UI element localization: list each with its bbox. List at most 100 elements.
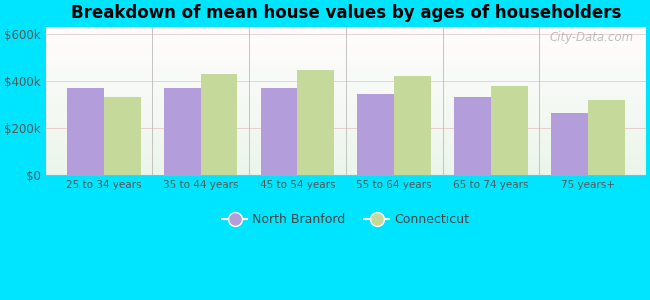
Bar xyxy=(358,94,394,175)
Bar xyxy=(46,47,646,49)
Bar xyxy=(46,171,646,172)
Bar xyxy=(46,146,646,147)
Bar xyxy=(46,102,646,104)
Bar xyxy=(46,116,646,117)
Bar xyxy=(454,97,491,175)
Bar xyxy=(297,70,334,175)
Bar xyxy=(46,159,646,160)
Bar xyxy=(46,150,646,151)
Bar xyxy=(46,56,646,58)
Bar xyxy=(46,123,646,124)
Bar xyxy=(46,80,646,82)
Bar xyxy=(46,55,646,56)
Bar xyxy=(46,74,646,76)
Bar xyxy=(46,129,646,130)
Bar xyxy=(46,34,646,35)
Bar xyxy=(46,130,646,132)
Bar xyxy=(46,82,646,83)
Bar xyxy=(46,114,646,116)
Bar xyxy=(46,126,646,128)
Bar xyxy=(46,163,646,165)
Bar xyxy=(551,113,588,175)
Bar xyxy=(46,148,646,150)
Bar xyxy=(46,61,646,62)
Bar xyxy=(46,101,646,102)
Bar xyxy=(46,166,646,168)
Bar xyxy=(46,147,646,148)
Bar xyxy=(46,165,646,166)
Bar xyxy=(46,157,646,159)
Bar xyxy=(46,64,646,65)
Bar xyxy=(46,49,646,50)
Bar xyxy=(46,108,646,110)
Bar xyxy=(46,41,646,43)
Bar xyxy=(46,104,646,105)
Text: City-Data.com: City-Data.com xyxy=(550,31,634,44)
Bar xyxy=(46,144,646,146)
Bar xyxy=(46,77,646,79)
Bar xyxy=(46,65,646,67)
Bar xyxy=(46,120,646,122)
Bar xyxy=(46,141,646,142)
Title: Breakdown of mean house values by ages of householders: Breakdown of mean house values by ages o… xyxy=(71,4,621,22)
Bar xyxy=(46,53,646,55)
Bar xyxy=(46,43,646,44)
Bar xyxy=(46,58,646,59)
Bar xyxy=(46,98,646,99)
Bar xyxy=(46,40,646,41)
Bar xyxy=(46,92,646,93)
Bar xyxy=(46,84,646,86)
Bar xyxy=(46,28,646,29)
Bar xyxy=(46,67,646,68)
Bar xyxy=(46,73,646,74)
Bar xyxy=(104,97,140,175)
Bar xyxy=(46,90,646,92)
Bar xyxy=(46,44,646,46)
Bar xyxy=(46,160,646,162)
Legend: North Branford, Connecticut: North Branford, Connecticut xyxy=(217,208,474,231)
Bar xyxy=(46,142,646,144)
Bar xyxy=(46,96,646,98)
Bar xyxy=(46,71,646,73)
Bar xyxy=(46,136,646,138)
Bar xyxy=(46,153,646,154)
Bar xyxy=(46,117,646,118)
Bar xyxy=(46,128,646,129)
Bar xyxy=(46,113,646,114)
Bar xyxy=(46,107,646,108)
Bar xyxy=(46,169,646,171)
Bar xyxy=(46,29,646,31)
Bar xyxy=(46,89,646,90)
Bar xyxy=(67,88,104,175)
Bar xyxy=(46,83,646,84)
Bar xyxy=(46,62,646,64)
Bar xyxy=(46,38,646,40)
Bar xyxy=(46,26,646,28)
Bar xyxy=(46,174,646,175)
Bar xyxy=(46,46,646,47)
Bar xyxy=(46,50,646,52)
Bar xyxy=(46,37,646,38)
Bar xyxy=(46,168,646,169)
Bar xyxy=(46,122,646,123)
Bar xyxy=(46,95,646,96)
Bar xyxy=(46,68,646,70)
Bar xyxy=(46,140,646,141)
Bar xyxy=(46,154,646,156)
Bar xyxy=(46,172,646,174)
Bar xyxy=(46,86,646,87)
Bar xyxy=(46,59,646,61)
Bar xyxy=(46,99,646,101)
Bar xyxy=(46,134,646,135)
Bar xyxy=(46,162,646,163)
Bar xyxy=(46,135,646,136)
Bar xyxy=(261,88,297,175)
Bar xyxy=(46,138,646,140)
Bar xyxy=(394,76,431,175)
Bar xyxy=(46,156,646,157)
Bar xyxy=(46,32,646,34)
Bar xyxy=(164,88,201,175)
Bar xyxy=(46,93,646,95)
Bar xyxy=(46,111,646,113)
Bar xyxy=(46,76,646,77)
